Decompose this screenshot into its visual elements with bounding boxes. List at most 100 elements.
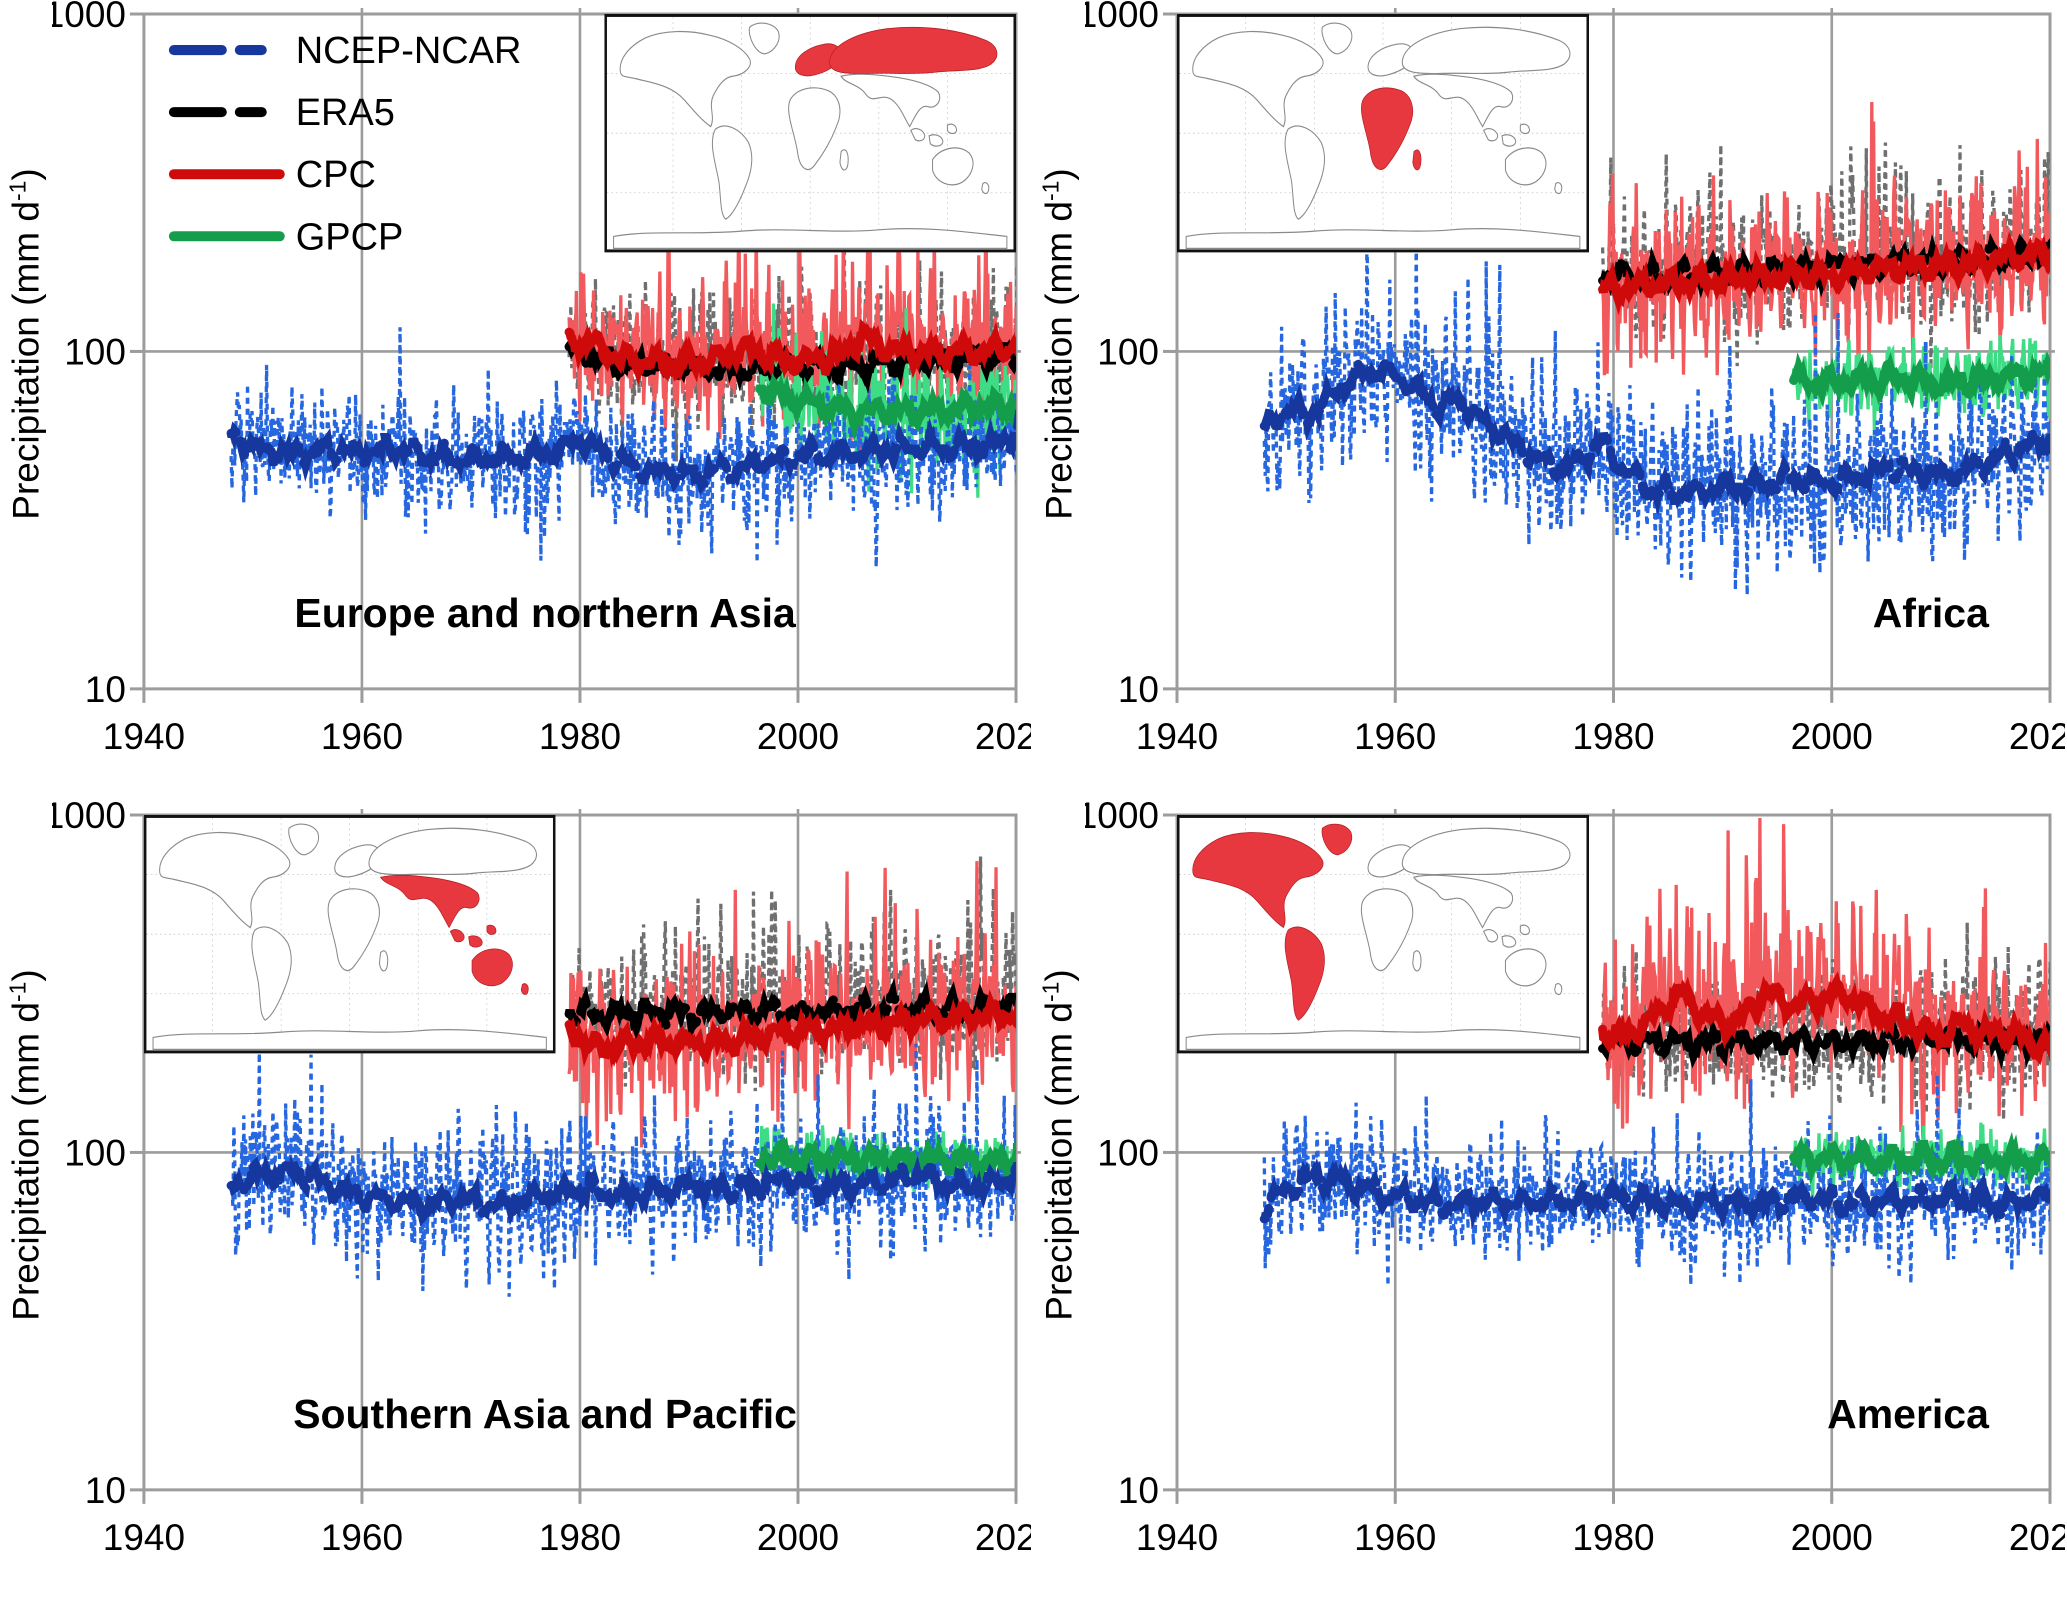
panel-title: Europe and northern Asia [294,590,797,636]
map-region-greenland [748,22,780,55]
y-axis-label-close: ) [5,969,47,983]
panel-title: America [1827,1391,1990,1437]
x-tick-label: 2000 [1791,715,1873,757]
precipitation-chart-africa: 1000 100 10 1940 1960 1980 2000 2020 Africa [1085,0,2065,757]
map-region-north-america [1192,30,1324,128]
y-axis-label-exponent: -1 [1037,982,1064,1003]
x-tick-label: 2020 [2009,715,2065,757]
precipitation-chart-america: 1000 100 10 1940 1960 1980 2000 2020 America [1085,801,2065,1558]
y-axis-label-text: Precipitation (mm d [5,201,47,521]
x-tick-label: 1940 [103,716,185,757]
series-NCEP-NCAR-monthly [229,327,1017,568]
inset-map-layer [604,14,1017,253]
x-tick-label: 1960 [1354,1516,1436,1558]
y-axis-label-exponent: -1 [4,982,31,1003]
x-tick-label: 2020 [2009,1516,2065,1558]
map-region-north-america [1192,832,1324,929]
y-axis-label: Precipitation (mm d-1) [1037,169,1080,520]
inset-map-layer [1177,14,1589,253]
series-layer [1259,818,2050,1287]
axes-layer: 1000 100 10 1940 1960 1980 2000 2020 [1085,801,2065,1558]
panel-southern-asia-pacific: Precipitation (mm d-1) 1000 100 10 1940 1960… [0,801,1033,1602]
y-axis-label-text: Precipitation (mm d [5,1002,47,1322]
y-tick-label: 100 [1097,1131,1159,1173]
legend-label-NCEP-NCAR: NCEP-NCAR [296,30,522,72]
series-NCEP-NCAR-monthly [1262,220,2050,596]
x-tick-label: 1940 [1136,1516,1218,1558]
x-tick-label: 2000 [1791,1516,1873,1558]
map-region-south-america [251,926,292,1021]
inset-border [1177,815,1589,1054]
x-tick-label: 1960 [1354,715,1436,757]
x-tick-label: 1940 [1136,715,1218,757]
map-region-south-america [1284,926,1325,1021]
map-region-north-america [619,30,751,128]
map-region-new-zealand [1554,182,1563,194]
legend: NCEP-NCAR ERA5 CPC GPCP [168,30,522,258]
y-tick-label: 1000 [1085,0,1159,35]
map-region-south-asia [840,73,941,128]
y-axis-label-text: Precipitation (mm d [1038,1002,1080,1322]
y-axis-label: Precipitation (mm d-1) [1037,970,1080,1321]
series-GPCP-smoothed [1789,351,2050,409]
map-region-new-zealand [981,182,990,194]
y-axis-label-text: Precipitation (mm d [1038,201,1080,521]
map-region-australia [1504,948,1547,987]
panel-africa: Precipitation (mm d-1) 1000 100 10 1940 1960… [1033,0,2067,801]
inset-border [1177,14,1589,253]
x-tick-label: 1940 [103,1517,185,1558]
x-tick-label: 1960 [321,1517,403,1558]
inset-world-map [604,14,1017,253]
panel-title: Africa [1873,590,1990,636]
x-tick-label: 1980 [539,716,621,757]
y-tick-label: 100 [64,1132,126,1173]
map-region-south-asia [1413,73,1514,128]
series-CPC-monthly [1600,818,2050,1151]
y-tick-label: 10 [1118,1469,1159,1511]
x-tick-label: 2020 [975,716,1031,757]
map-region-madagascar [1412,149,1422,171]
y-axis-label-exponent: -1 [1037,181,1064,202]
axes-layer: 1000 100 10 1940 1960 1980 2000 2020 [1085,0,2065,757]
map-region-antarctica [613,228,1008,249]
map-region-se-islands [910,123,958,147]
y-tick-label: 10 [85,1470,126,1511]
y-tick-label: 1000 [52,0,126,35]
series-GPCP-smoothed [755,1133,1017,1186]
map-region-australia [471,948,513,987]
y-axis-label-close: ) [5,168,47,182]
map-region-australia [932,147,974,186]
inset-world-map [143,815,556,1054]
map-region-north-asia [1401,26,1571,75]
x-tick-label: 2000 [757,1517,839,1558]
map-region-new-zealand [1554,983,1563,995]
y-tick-label: 10 [85,669,126,710]
map-region-antarctica [1185,1029,1581,1050]
series-GPCP-smoothed [755,372,1017,442]
map-region-north-asia [1401,827,1571,876]
map-region-australia [1504,147,1547,186]
panel-europe-northern-asia: Precipitation (mm d-1) 1000 100 10 1940 1960… [0,0,1033,801]
series-CPC-smoothed [564,989,1017,1068]
inset-world-map [1177,14,1589,253]
series-CPC-smoothed [1598,231,2050,316]
map-region-se-islands [1483,924,1531,948]
legend-label-ERA5: ERA5 [296,92,395,134]
map-region-north-america [159,831,291,929]
x-tick-label: 1960 [321,716,403,757]
map-region-greenland [1321,823,1353,856]
series-CPC-smoothed [564,318,1017,386]
y-tick-label: 1000 [1085,801,1159,836]
inset-world-map [1177,815,1589,1054]
map-region-se-islands [449,924,497,948]
y-tick-label: 1000 [52,801,126,836]
series-ERA5-smoothed [564,977,1017,1043]
map-region-africa [1360,888,1414,972]
y-tick-label: 10 [1118,668,1159,710]
y-tick-label: 100 [1097,330,1159,372]
map-region-antarctica [152,1029,547,1050]
legend-label-GPCP: GPCP [296,216,404,258]
series-NCEP-NCAR-smoothed [226,409,1017,500]
x-tick-label: 1980 [1572,715,1654,757]
map-region-south-america [711,125,753,220]
